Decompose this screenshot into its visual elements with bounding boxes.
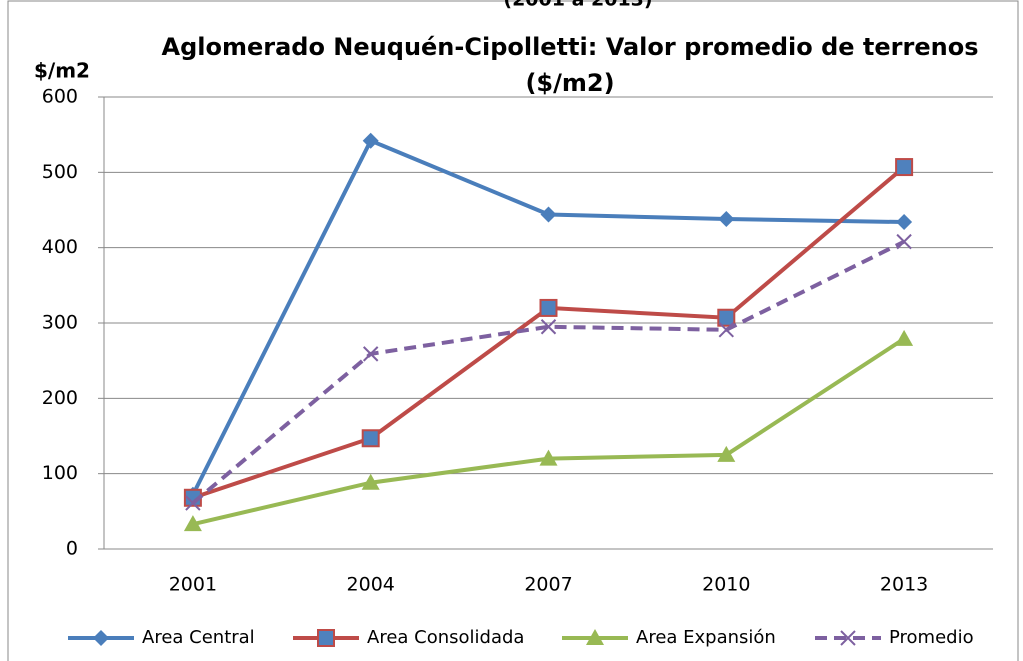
series-line <box>191 138 905 496</box>
marker <box>539 298 558 317</box>
marker <box>718 322 735 338</box>
y-tick-label: 500 <box>42 161 78 183</box>
y-tick-label: 300 <box>42 312 78 334</box>
y-tick-label: 0 <box>66 538 78 560</box>
marker <box>362 132 379 149</box>
marker <box>361 429 380 448</box>
x-tick-label: 2004 <box>347 574 395 596</box>
marker <box>718 211 735 228</box>
marker <box>896 233 912 250</box>
x-tick-label: 2001 <box>169 574 217 596</box>
marker <box>840 630 856 646</box>
marker <box>317 629 335 647</box>
legend-label: Area Consolidada <box>367 627 524 648</box>
marker <box>362 346 379 362</box>
marker <box>717 445 736 462</box>
marker <box>185 495 201 511</box>
marker <box>93 630 109 646</box>
y-axis-label: $/m2 <box>34 59 90 83</box>
y-tick-label: 200 <box>42 387 78 409</box>
marker <box>586 629 604 645</box>
legend-label: Area Central <box>142 627 255 648</box>
legend-label: Promedio <box>889 627 974 648</box>
marker <box>539 449 558 466</box>
marker <box>895 329 914 346</box>
marker <box>540 206 557 223</box>
chart-subtitle: (2001 a 2013) <box>503 0 652 11</box>
chart-border <box>7 0 1019 661</box>
marker <box>540 319 557 335</box>
x-tick-label: 2010 <box>702 574 750 596</box>
legend-label: Area Expansión <box>636 627 776 648</box>
x-tick-label: 2013 <box>880 574 928 596</box>
marker <box>896 214 913 231</box>
chart-title: Aglomerado Neuquén-Cipolletti: Valor pro… <box>162 33 979 61</box>
chart-title: ($/m2) <box>525 69 614 97</box>
y-tick-label: 600 <box>42 86 78 108</box>
marker <box>717 308 736 327</box>
marker <box>895 158 914 177</box>
marker <box>183 515 202 532</box>
x-tick-label: 2007 <box>524 574 572 596</box>
y-tick-label: 100 <box>42 462 78 484</box>
series-line <box>191 239 905 505</box>
y-tick-label: 400 <box>42 236 78 258</box>
marker <box>361 473 380 490</box>
series-line <box>192 337 906 527</box>
